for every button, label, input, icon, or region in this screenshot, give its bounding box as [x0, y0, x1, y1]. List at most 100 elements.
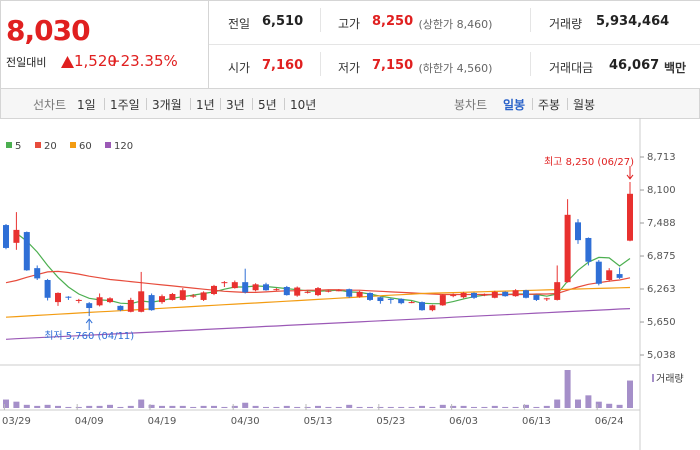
tab[interactable]: 주봉 — [538, 98, 561, 112]
candle-body — [471, 292, 477, 298]
candle-body — [55, 292, 61, 303]
tab[interactable]: 5년 — [258, 98, 277, 112]
volume-legend-swatch — [652, 374, 654, 382]
volume-bar — [242, 402, 249, 408]
candle-body — [190, 295, 197, 297]
tab[interactable]: 3년 — [226, 98, 245, 112]
candle-body — [96, 297, 103, 306]
candle-body — [3, 225, 9, 248]
candle-body — [159, 296, 165, 303]
volume-bar — [367, 406, 373, 408]
legend-swatch — [105, 142, 111, 148]
x-tick-label: 03/29 — [2, 416, 31, 427]
volume-bar — [23, 404, 30, 408]
candle-body — [439, 295, 446, 306]
volume-bar — [387, 406, 394, 408]
tab[interactable]: 1일 — [77, 98, 96, 112]
candle-body — [65, 296, 72, 298]
volume-bar — [356, 406, 363, 408]
volume-bar — [585, 395, 592, 408]
divider — [320, 52, 321, 76]
volume-bar — [377, 406, 384, 408]
x-tick-label: 05/13 — [304, 416, 333, 427]
price: 8,030 — [6, 14, 91, 47]
volume-bar — [616, 404, 623, 408]
field-note: (상한가 8,460) — [418, 18, 493, 31]
legend-swatch — [35, 142, 41, 148]
volume-legend: 거래량 — [656, 373, 684, 385]
x-tick-label: 06/24 — [595, 416, 624, 427]
volume-bar — [627, 380, 633, 408]
volume-bar — [408, 406, 415, 408]
candle-body — [429, 305, 436, 311]
volume-bar — [252, 405, 259, 408]
volume-bar — [75, 406, 82, 408]
candle-body — [231, 282, 238, 289]
candle-body — [107, 298, 113, 303]
volume-bar — [263, 406, 269, 408]
volume-bar — [543, 405, 550, 408]
change: 1,520 — [74, 52, 117, 70]
volume-bar — [471, 406, 477, 408]
candle-body — [346, 289, 353, 297]
tab-sep — [104, 98, 105, 110]
volume-bar — [34, 405, 41, 408]
volume-bar — [512, 406, 519, 408]
volume-bar — [159, 405, 165, 408]
change-label: 전일대비 — [6, 56, 47, 69]
field-value: 8,250 — [372, 14, 414, 29]
y-tick-label: 5,650 — [647, 317, 676, 328]
volume-bar — [55, 405, 61, 408]
candle-body — [23, 232, 30, 271]
volume-bar — [190, 406, 197, 408]
tab-sep — [220, 98, 221, 110]
volume-bar — [460, 405, 467, 408]
legend-swatch — [6, 142, 12, 148]
annotation-label: 최고 8,250 (06/27) — [544, 156, 634, 168]
candle-body — [263, 284, 269, 291]
candle-body — [44, 280, 51, 298]
y-tick-label: 7,488 — [647, 218, 676, 229]
chart: 8,713 8,100 7,488 6,875 6,263 5,650 5,038 5 20 60… — [0, 118, 684, 450]
field-label: 시가 — [228, 61, 251, 75]
x-tick-label: 06/03 — [449, 416, 478, 427]
tab-label: 선차트 — [33, 98, 67, 112]
candle-body — [13, 229, 20, 243]
candle-body — [294, 287, 301, 296]
volume-bar — [138, 399, 145, 408]
volume-bar — [107, 404, 113, 408]
volume-bar — [283, 405, 290, 408]
volume-bar — [502, 406, 509, 408]
volume-bar — [554, 399, 561, 408]
x-tick-label: 05/23 — [376, 416, 405, 427]
volume-bar — [221, 406, 228, 408]
volume-bar — [96, 405, 103, 408]
candle-body — [595, 261, 602, 284]
volume-bar — [231, 405, 238, 408]
y-tick-label: 6,875 — [647, 251, 676, 262]
tab[interactable]: 1년 — [196, 98, 215, 112]
y-tick-label: 5,038 — [647, 350, 676, 361]
candle-body — [117, 305, 124, 311]
volume-bar — [491, 405, 498, 408]
volume-bar — [450, 405, 457, 408]
candle-body — [242, 282, 249, 293]
tab-sep — [252, 98, 253, 110]
field-note: (하한가 4,560) — [418, 62, 493, 75]
candle-body — [356, 291, 363, 297]
tab-sep — [532, 98, 533, 110]
candle-body — [325, 290, 332, 292]
field-label: 거래량 — [549, 17, 583, 31]
tab[interactable]: 1주일 — [110, 98, 140, 112]
volume-bar — [117, 406, 124, 408]
y-tick-label: 6,263 — [647, 284, 676, 295]
candle-body — [585, 237, 592, 262]
tab[interactable]: 월봉 — [573, 98, 596, 112]
candle-body — [419, 302, 425, 311]
tab[interactable]: 3개월 — [152, 98, 182, 112]
legend-label: 60 — [79, 141, 92, 152]
field-value: 7,150 — [372, 58, 414, 73]
tab[interactable]: 10년 — [290, 98, 317, 112]
tab[interactable]: 일봉 — [503, 98, 526, 112]
volume-bar — [179, 405, 186, 408]
